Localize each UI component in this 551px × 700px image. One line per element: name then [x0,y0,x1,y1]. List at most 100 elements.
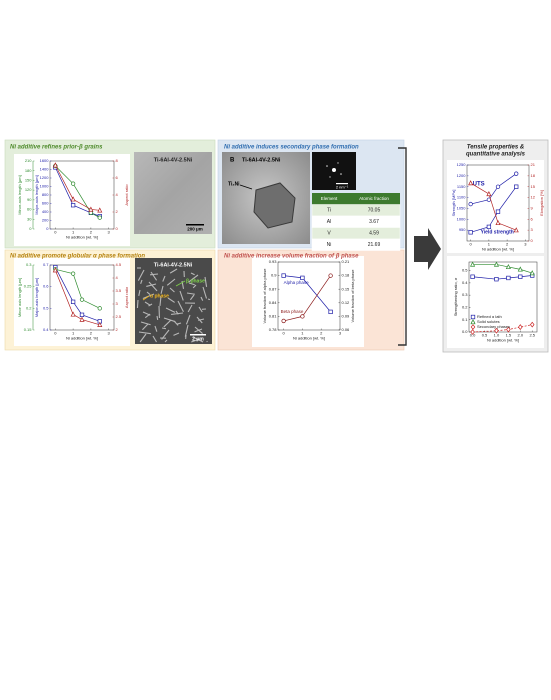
marker [495,209,501,214]
marker [493,261,499,267]
micrograph [134,152,212,234]
y-tick-label: 6 [116,175,119,180]
marker [79,297,85,302]
lath [148,303,153,307]
table-cell: 70.05 [368,208,381,214]
y-tick-label: 0.5 [462,268,468,273]
marker [281,273,286,278]
lath [173,332,180,336]
marker [468,201,473,207]
plot-frame [49,264,115,331]
y-tick-label: 1100 [457,195,466,200]
y-tick-label: 0.78 [269,327,278,332]
marker [470,329,475,335]
scale-label: 2 nm⁻¹ [336,185,349,190]
x-axis-label: Ni addition [wt. %] [293,336,325,341]
marker [486,191,492,197]
legend-label: Secondary phases [477,324,510,329]
y-tick-label: 1150 [457,184,466,189]
table-header-cell: Atomic fraction [359,196,389,201]
image-label: Ti-6Al-4V-2.5Ni [154,157,193,163]
marker [513,227,519,233]
plot-frame [277,261,341,331]
lath [137,269,145,281]
panel-title: Tensile properties & [467,145,524,151]
marker [494,277,499,282]
marker [517,266,523,272]
x-tick-label: 1 [72,230,75,235]
x-tick-label: 0.0 [470,333,476,338]
marker [79,316,85,322]
spot [337,162,339,164]
y-tick-label: 21 [531,162,536,167]
panel-title: quantitative analysis [466,152,526,158]
y-tick-label: 4.5 [116,262,122,267]
marker [97,207,103,213]
marker [470,274,475,279]
lath [136,299,139,309]
marker [70,196,76,202]
lath [138,331,151,335]
y-tick-label: 2.5 [116,314,122,319]
lath [179,290,184,301]
lath [161,329,170,340]
lath [186,292,195,295]
y-tick-label: 1200 [457,173,467,178]
x-tick-label: 0 [470,242,473,247]
lath [176,322,182,325]
x-tick-label: 3 [524,242,527,247]
legend-marker [470,324,476,330]
lath [164,339,168,343]
phase-label: β phase [186,278,205,284]
scale-bar [186,224,204,226]
y-tick-label: 0.4 [43,327,49,332]
lath [207,298,211,301]
series-line [55,268,100,309]
lath [148,281,158,292]
y-tick-label: 4 [116,192,119,197]
y-tick-label: 0 [46,226,49,231]
y-tick-label: 0.5 [43,305,49,310]
y-axis-label: Minor axis length [μm] [17,278,22,317]
table-cell: 4.59 [369,231,379,237]
marker [494,327,499,334]
y-tick-label: 1050 [457,205,467,210]
y-tick-label: 400 [42,209,49,214]
legend-marker [470,314,476,320]
marker [79,312,85,317]
lath [154,325,158,332]
lath [184,324,189,337]
series-line [470,186,517,233]
lath [188,282,195,286]
series-line [55,167,100,217]
panel-title: Ni additive promote globular α phase for… [10,254,145,260]
table-cell: Ti [327,208,331,214]
x-tick-label: 1 [488,242,491,247]
x-tick-label: 2 [90,230,93,235]
marker [70,203,76,208]
lath [202,286,208,299]
y-tick-label: 0.21 [342,259,351,264]
x-axis-label: Ni addition [wt. %] [66,336,98,341]
y-tick-label: 0 [531,238,534,243]
chart-bg [252,256,364,347]
y-tick-label: 0 [29,226,32,231]
y-axis-label: Minor-axis length [μm] [17,175,22,214]
y-tick-label: 0.09 [342,313,351,318]
lath [146,291,151,295]
phase-label: Ti₂Ni [228,181,240,187]
marker [70,311,76,317]
y-tick-label: 180 [25,168,32,173]
series-line [470,173,517,205]
marker [328,273,333,278]
marker [97,306,102,311]
table-row [311,204,401,217]
lath [169,287,175,293]
pointer [239,184,253,190]
lath [144,301,151,306]
y-tick-label: 3 [116,301,119,306]
y-axis-label: Major-axis length [μm] [34,175,39,214]
y-tick-label: 0.15 [24,327,33,332]
lath [194,328,203,333]
y-tick-label: 12 [531,195,536,200]
